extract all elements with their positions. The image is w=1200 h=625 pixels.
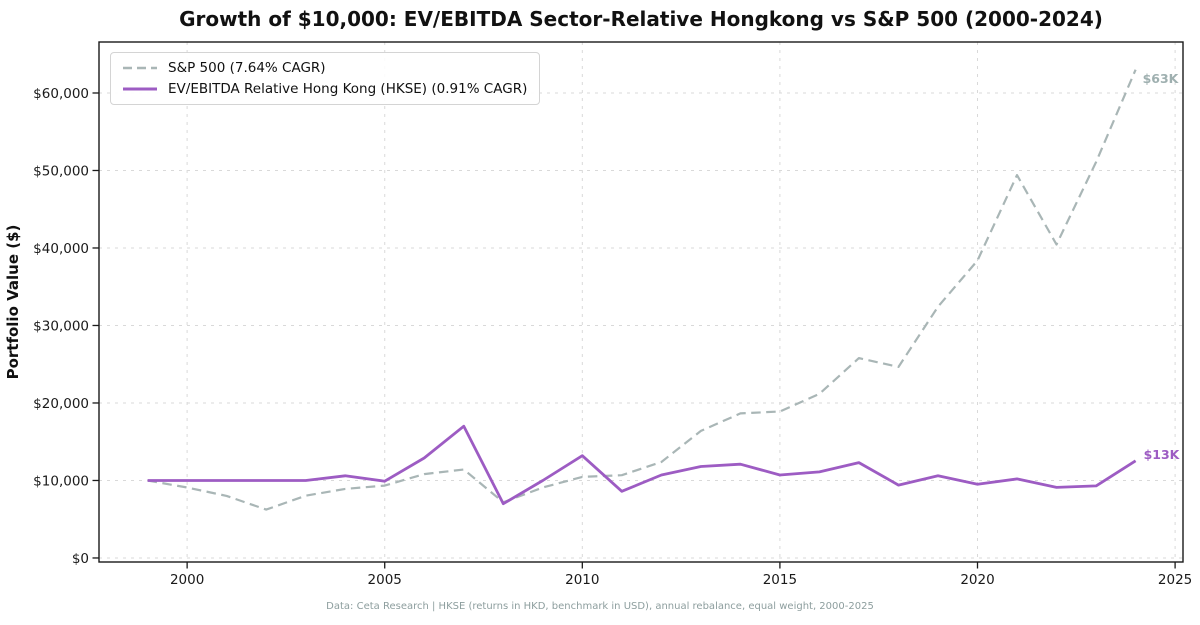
- x-tick-label: 2015: [763, 572, 797, 588]
- y-tick-label: $0: [72, 551, 89, 567]
- legend: S&P 500 (7.64% CAGR) EV/EBITDA Relative …: [110, 52, 541, 105]
- hkse-end-value-label: $13K: [1143, 446, 1180, 462]
- legend-label-hkse: EV/EBITDA Relative Hong Kong (HKSE) (0.9…: [168, 81, 528, 97]
- x-tick-label: 2025: [1158, 572, 1192, 588]
- source-caption: Data: Ceta Research | HKSE (returns in H…: [326, 601, 874, 612]
- sp500-end-value-label: $63K: [1142, 70, 1179, 86]
- x-tick-label: 2010: [565, 572, 599, 588]
- legend-label-sp500: S&P 500 (7.64% CAGR): [168, 60, 326, 76]
- x-tick-label: 2005: [368, 572, 402, 588]
- y-tick-label: $40,000: [33, 241, 89, 257]
- plot-border: [98, 41, 1184, 563]
- y-tick-label: $20,000: [33, 396, 89, 412]
- y-tick-label: $50,000: [33, 163, 89, 179]
- legend-item-hkse: EV/EBITDA Relative Hong Kong (HKSE) (0.9…: [122, 81, 527, 97]
- y-tick-label: $60,000: [33, 86, 89, 102]
- chart-title: Growth of $10,000: EV/EBITDA Sector-Rela…: [179, 7, 1103, 31]
- sp500-line-sample-icon: [123, 66, 157, 70]
- y-tick-label: $10,000: [33, 473, 89, 489]
- legend-item-sp500: S&P 500 (7.64% CAGR): [122, 60, 527, 76]
- hkse-line-sample-icon: [123, 87, 157, 91]
- sp500-line: [147, 69, 1137, 511]
- x-tick-label: 2000: [170, 572, 204, 588]
- x-tick-label: 2020: [960, 572, 994, 588]
- hkse-line: [147, 424, 1137, 506]
- y-tick-label: $30,000: [33, 318, 89, 334]
